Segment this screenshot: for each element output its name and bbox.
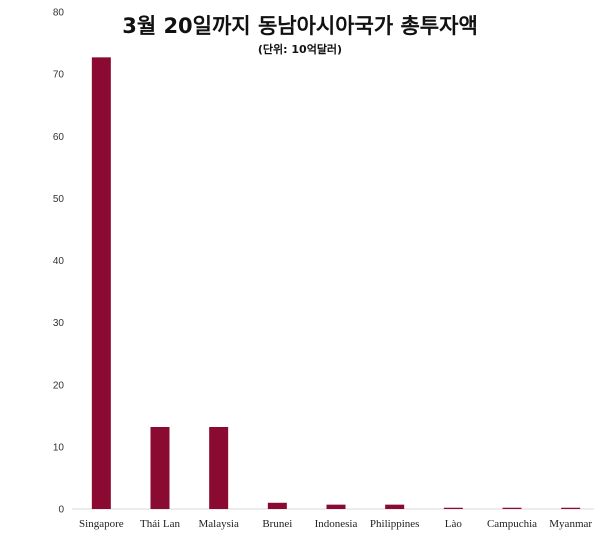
y-tick-label: 10 <box>53 442 65 453</box>
y-tick-label: 20 <box>53 380 65 391</box>
y-tick-label: 70 <box>53 70 65 81</box>
x-axis: Singapore Thái Lan Malaysia Brunei Indonesia… <box>79 518 592 530</box>
y-tick-label: 0 <box>58 505 64 516</box>
x-tick-label: Brunei <box>262 518 292 530</box>
bar-singapore <box>91 57 111 509</box>
x-tick-label: Myanmar <box>549 518 592 530</box>
bar-philippines <box>385 504 405 509</box>
bar-brunei <box>267 502 287 509</box>
bar-malaysia <box>209 426 229 509</box>
y-tick-label: 50 <box>53 194 65 205</box>
chart-subtitle: (단위: 10억달러) <box>257 43 343 56</box>
x-tick-label: Singapore <box>79 518 124 530</box>
bar-th-i-lan <box>150 426 170 509</box>
y-tick-label: 60 <box>53 132 65 143</box>
bars <box>91 57 581 509</box>
x-tick-label: Lào <box>445 518 463 530</box>
x-tick-label: Indonesia <box>315 518 358 530</box>
bar-campuchia <box>502 507 522 509</box>
bar-l-o <box>443 507 463 509</box>
bar-indonesia <box>326 504 346 509</box>
x-tick-label: Malaysia <box>199 518 239 530</box>
x-tick-label: Philippines <box>370 518 420 530</box>
y-tick-label: 80 <box>53 8 65 19</box>
y-tick-label: 30 <box>53 318 65 329</box>
chart-title: 3월 20일까지 동남아시아국가 총투자액 <box>122 14 478 38</box>
y-axis: 0 10 20 30 40 50 60 70 80 <box>53 8 65 516</box>
x-tick-label: Thái Lan <box>140 518 181 530</box>
y-tick-label: 40 <box>53 256 65 267</box>
bar-myanmar <box>561 507 581 509</box>
x-tick-label: Campuchia <box>487 518 537 530</box>
